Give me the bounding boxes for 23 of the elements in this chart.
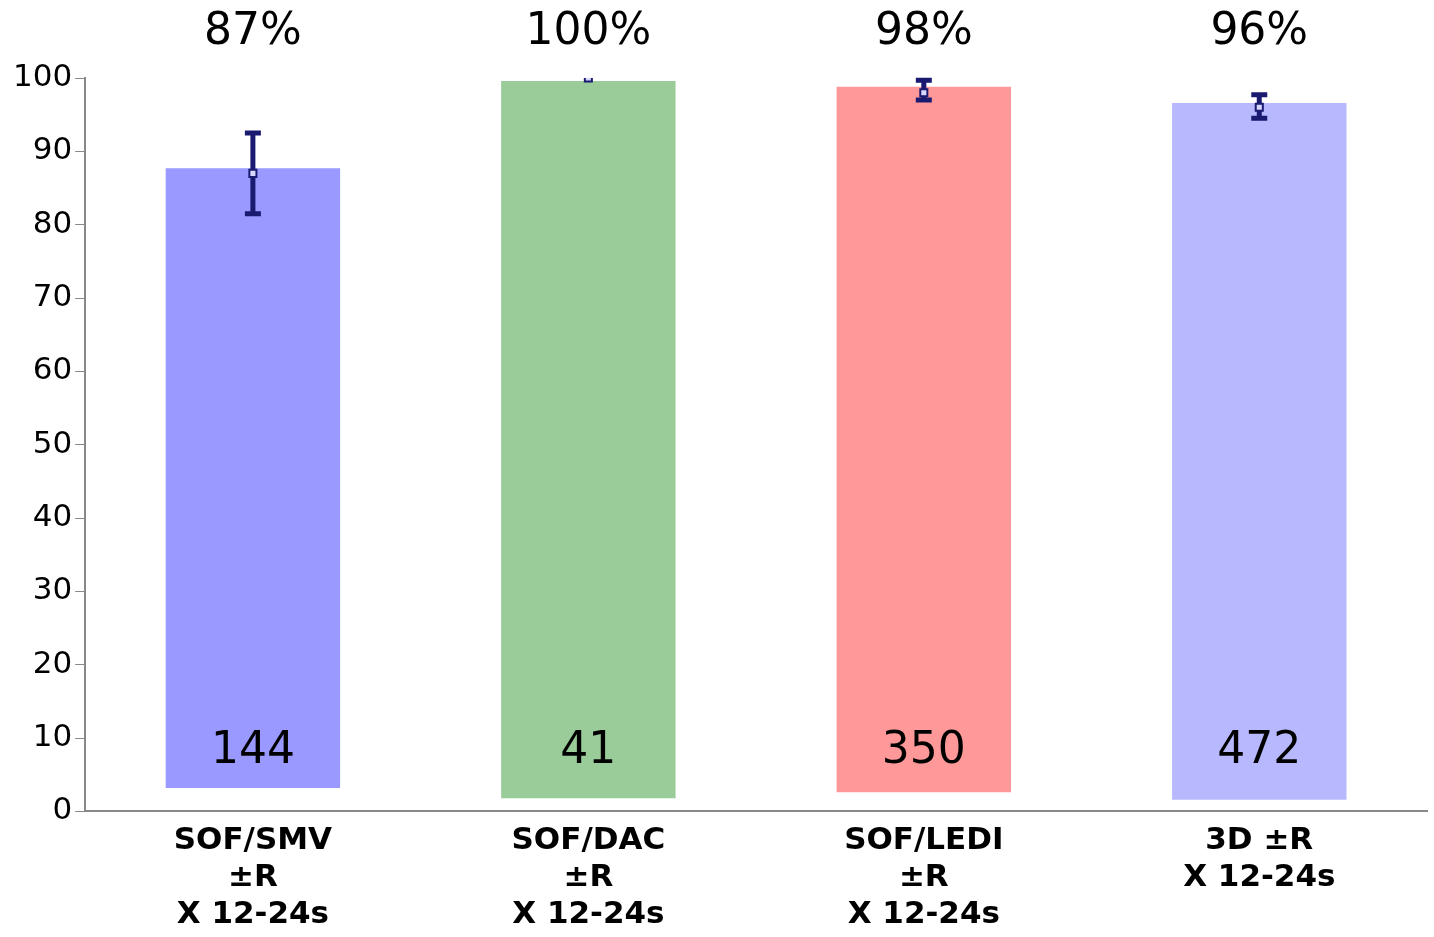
y-tick-label: 30 bbox=[32, 570, 73, 607]
y-tick-label: 40 bbox=[32, 497, 73, 534]
annotation: 41 bbox=[560, 721, 617, 773]
data-label: 98% bbox=[874, 3, 973, 55]
annotation: 350 bbox=[881, 721, 966, 773]
data-label: 87% bbox=[204, 3, 302, 55]
y-tick-label: 50 bbox=[32, 423, 73, 460]
y-tick-label: 100 bbox=[13, 57, 73, 94]
annotation: 472 bbox=[1217, 721, 1302, 773]
y-tick-label: 60 bbox=[32, 350, 73, 387]
x-tick-label: SOF/SMV ±R X 12-24s bbox=[173, 820, 333, 931]
x-tick-label: SOF/DAC ±R X 12-24s bbox=[511, 820, 666, 931]
y-tick-label: 70 bbox=[32, 277, 73, 314]
y-tick-label: 80 bbox=[32, 203, 73, 240]
annotation: 144 bbox=[210, 721, 295, 773]
y-tick-label: 10 bbox=[32, 717, 73, 754]
x-tick-label: SOF/LEDI ±R X 12-24s bbox=[844, 820, 1004, 931]
data-label: 96% bbox=[1210, 3, 1309, 55]
y-tick-label: 90 bbox=[32, 130, 73, 167]
data-label: 100% bbox=[525, 3, 652, 55]
y-tick-label: 0 bbox=[52, 790, 73, 827]
x-tick-label: 3D ±R X 12-24s bbox=[1183, 820, 1336, 894]
y-tick-label: 20 bbox=[32, 643, 73, 680]
